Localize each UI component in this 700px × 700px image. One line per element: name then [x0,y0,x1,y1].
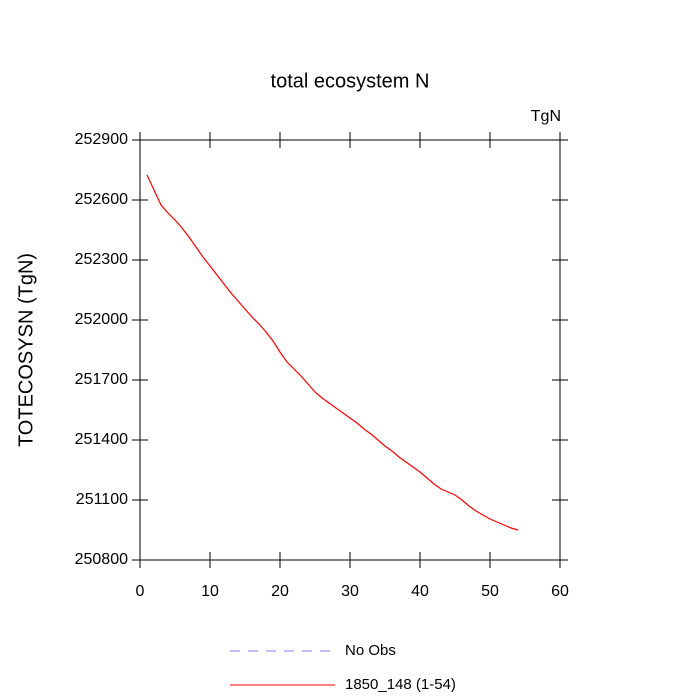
legend-label: 1850_148 (1-54) [345,676,456,693]
units-label: TgN [531,108,561,125]
x-tick-label: 40 [411,583,429,600]
y-axis-label: TOTECOSYSN (TgN) [15,253,37,447]
x-tick-label: 10 [201,583,219,600]
y-tick-label: 251400 [75,431,128,448]
y-tick-label: 252300 [75,251,128,268]
x-tick-label: 30 [341,583,359,600]
y-tick-label: 250800 [75,551,128,568]
y-tick-label: 252600 [75,191,128,208]
x-tick-label: 0 [136,583,145,600]
x-tick-label: 20 [271,583,289,600]
plot-frame [139,139,561,561]
data-line [146,174,519,531]
y-tick-label: 251100 [76,491,128,508]
legend-label: No Obs [345,642,396,659]
chart-title: total ecosystem N [271,70,430,92]
y-tick-label: 252000 [75,311,128,328]
x-tick-label: 60 [551,583,569,600]
x-tick-label: 50 [481,583,499,600]
y-tick-label: 251700 [75,371,128,388]
y-tick-label: 252900 [75,131,128,148]
